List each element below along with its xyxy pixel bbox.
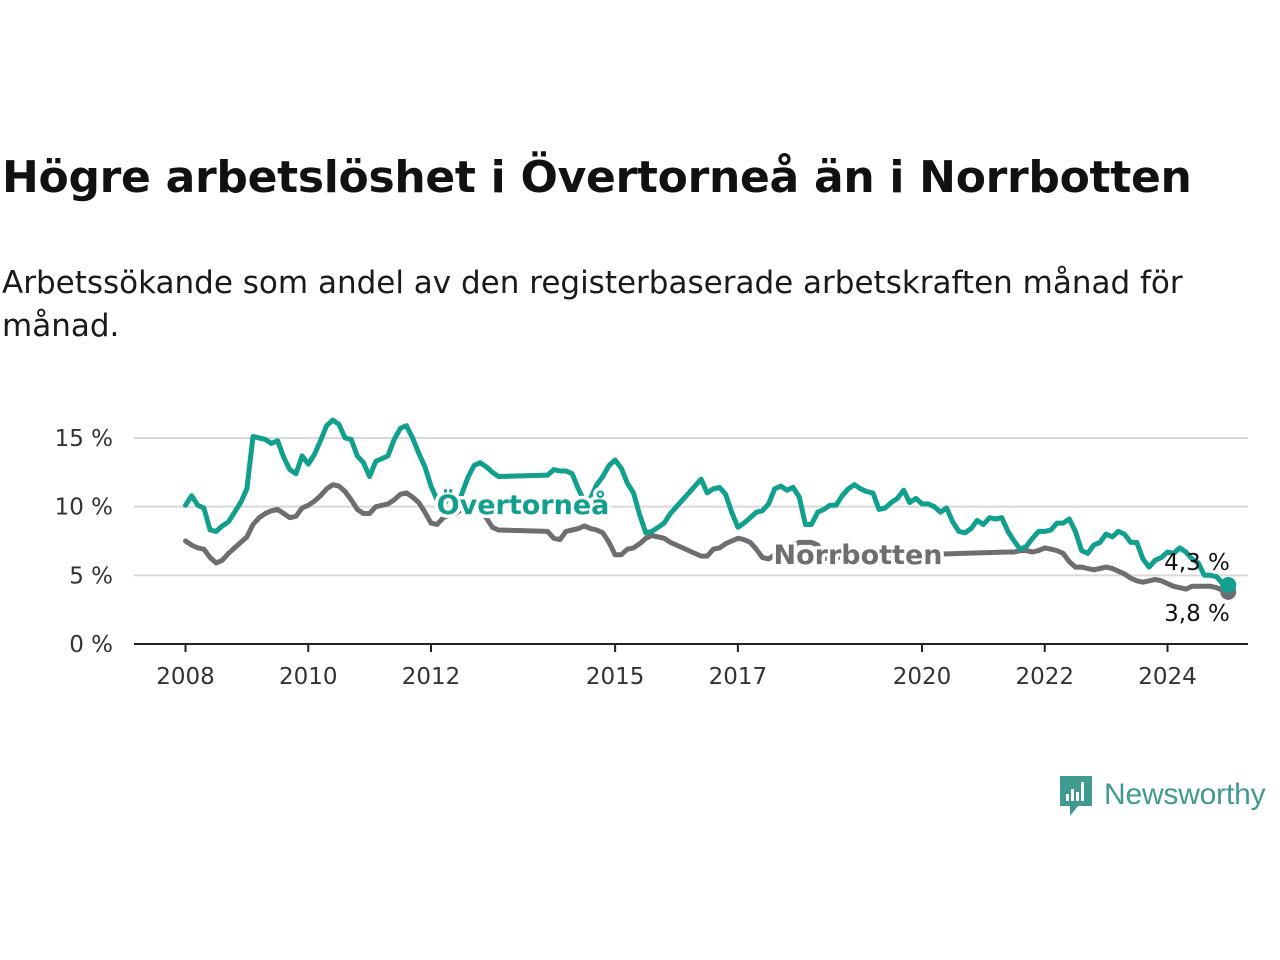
series-labels: Övertorneå Norrbotten 4,3 % 3,8 %	[433, 485, 1230, 628]
x-tick-label: 2020	[893, 664, 952, 690]
x-tick-label: 2017	[709, 664, 768, 690]
end-value-overtornea: 4,3 %	[1164, 550, 1230, 576]
y-tick-label: 15 %	[55, 426, 113, 452]
series-label-overtornea: Övertorneå	[437, 488, 610, 521]
x-tick-label: 2024	[1138, 664, 1197, 690]
newsworthy-logo-icon	[1060, 776, 1092, 816]
x-tick-label: 2012	[402, 664, 461, 690]
series-lines	[183, 417, 1237, 600]
series-label-norrbotten: Norrbotten	[773, 540, 942, 571]
chart-title: Högre arbetslöshet i Övertorneå än i Nor…	[2, 152, 1192, 203]
end-point-overtornea	[1220, 576, 1237, 593]
x-tick-label: 2015	[586, 664, 645, 690]
series-line-norrbotten	[183, 482, 1231, 595]
y-axis-ticks: 0 % 5 % 10 % 15 %	[55, 426, 113, 658]
brand-name: Newsworthy	[1104, 778, 1266, 811]
end-value-norrbotten: 3,8 %	[1164, 601, 1230, 627]
brand-logo: Newsworthy	[1058, 772, 1266, 818]
x-tick-label: 2010	[279, 664, 338, 690]
y-tick-label: 10 %	[55, 495, 113, 521]
y-tick-label: 0 %	[69, 632, 113, 658]
y-tick-label: 5 %	[69, 563, 113, 589]
series-line-overtornea	[183, 417, 1231, 588]
line-chart: 0 %5 %10 %15 % 2008 2010 2012 2015 2017 2020 2…	[55, 417, 1248, 690]
chart-subtitle: Arbetssökande som andel av den registerb…	[2, 265, 1183, 344]
x-axis-ticks: 2008 2010 2012 2015 2017 2020 2022 2024	[134, 643, 1248, 690]
x-tick-label: 2008	[156, 664, 215, 690]
x-tick-label: 2022	[1015, 664, 1074, 690]
